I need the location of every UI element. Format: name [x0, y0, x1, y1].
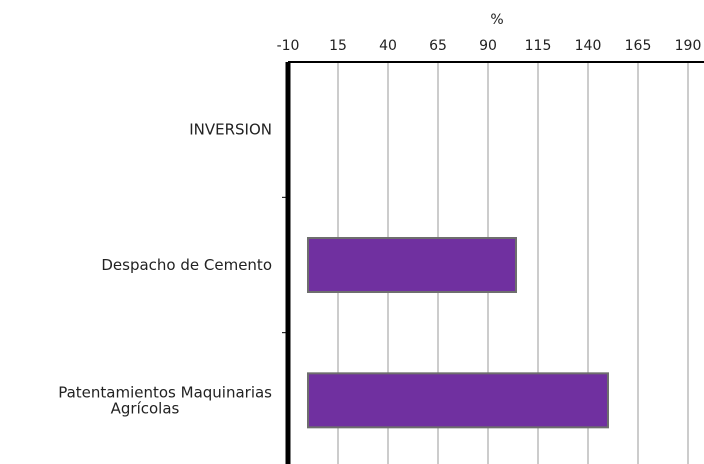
x-tick-label: 90 [479, 38, 497, 54]
category-label: Despacho de Cemento [101, 256, 272, 274]
x-axis-ticks: -10 15 40 65 90 115 140 165 190 [277, 38, 702, 54]
category-label: INVERSION [189, 121, 272, 139]
x-tick-label: 15 [329, 38, 347, 54]
x-tick-label: 190 [675, 38, 702, 54]
category-labels: INVERSION Despacho de Cemento Patentamient… [58, 121, 272, 418]
category-label: Agrícolas [111, 399, 180, 417]
bars [307, 237, 609, 429]
x-tick-label: -10 [277, 38, 300, 54]
x-axis-unit-label: % [490, 12, 503, 28]
axes [282, 61, 704, 464]
category-label: Patentamientos Maquinarias [58, 383, 272, 401]
x-tick-label: 140 [575, 38, 602, 54]
x-tick-label: 65 [429, 38, 447, 54]
bar [307, 237, 517, 293]
bar [307, 372, 609, 429]
x-tick-label: 115 [525, 38, 552, 54]
x-tick-label: 40 [379, 38, 397, 54]
x-tick-label: 165 [625, 38, 652, 54]
